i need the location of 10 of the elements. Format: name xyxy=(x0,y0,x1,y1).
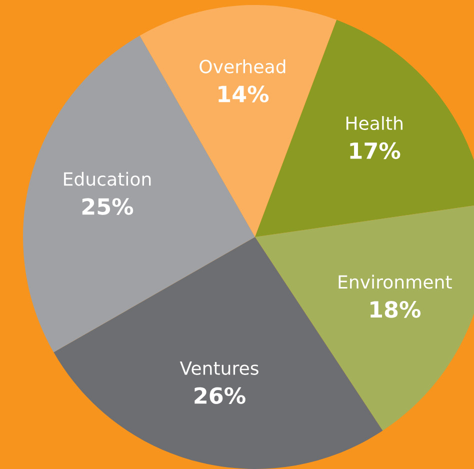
slice-label: Overhead xyxy=(200,59,286,74)
data-label: 17% xyxy=(350,142,400,160)
data-label: 26% xyxy=(194,387,246,404)
slice-label: Education xyxy=(64,172,151,186)
slice-label: Environment xyxy=(338,274,452,289)
data-label: 18% xyxy=(370,301,421,318)
slice-label: Health xyxy=(346,116,402,130)
data-label: 25% xyxy=(82,198,134,215)
slice-label: Ventures xyxy=(180,362,258,375)
data-label: 14% xyxy=(218,86,269,102)
